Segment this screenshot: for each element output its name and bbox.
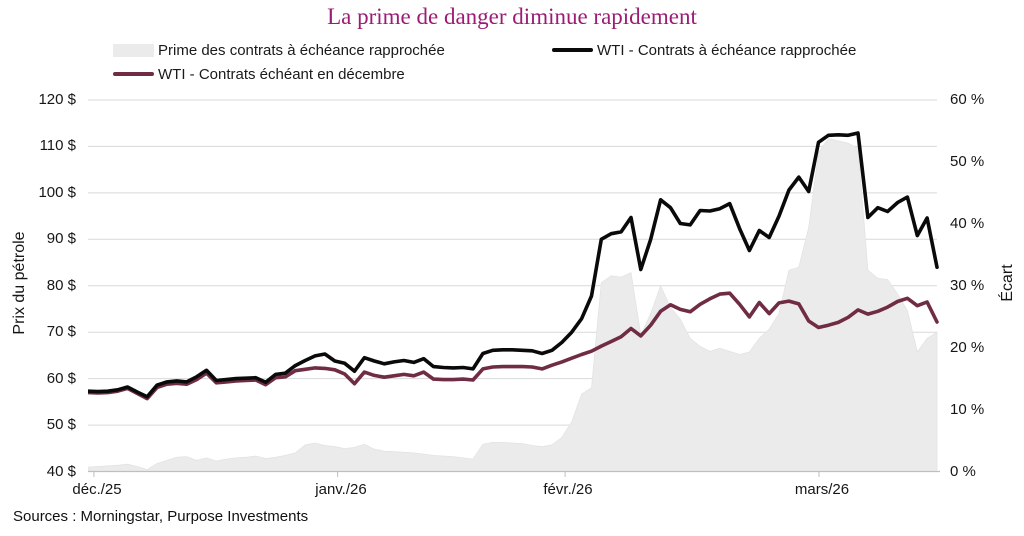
left-axis-tick-60: 60 $ xyxy=(46,370,76,387)
left-axis-tick-120: 120 $ xyxy=(38,91,76,108)
line-series xyxy=(88,131,939,399)
right-axis-tick-30: 30 % xyxy=(950,277,985,294)
right-axis-tick-50: 50 % xyxy=(950,153,985,170)
legend-item-wti-near: WTI - Contrats à échéance rapprochée xyxy=(552,40,856,60)
chart-title: La prime de danger diminue rapidement xyxy=(327,4,697,29)
legend-label: WTI - Contrats à échéance rapprochée xyxy=(597,41,857,59)
left-axis-tick-70: 70 $ xyxy=(46,323,76,340)
left-axis-tick-80: 80 $ xyxy=(46,277,76,294)
legend-item-wti-december: WTI - Contrats échéant en décembre xyxy=(113,64,405,84)
x-axis-tick-label-0: déc./25 xyxy=(72,481,122,498)
right-axis-tick-40: 40 % xyxy=(950,215,985,232)
source-note: Sources : Morningstar, Purpose Investmen… xyxy=(13,508,309,525)
right-axis-tick-20: 20 % xyxy=(950,339,985,356)
right-axis-tick-10: 10 % xyxy=(950,401,985,418)
left-axis-tick-110: 110 $ xyxy=(39,137,76,154)
left-axis-tick-50: 50 $ xyxy=(46,416,76,433)
x-axis-tick-label-2: févr./26 xyxy=(543,481,593,498)
left-axis-tick-40: 40 $ xyxy=(46,463,76,480)
x-axis-tick-label-3: mars/26 xyxy=(794,481,850,498)
line-series xyxy=(88,291,939,401)
legend-label: WTI - Contrats échéant en décembre xyxy=(158,65,405,83)
right-axis-tick-0: 0 % xyxy=(950,463,976,480)
left-axis-tick-100: 100 $ xyxy=(38,184,76,201)
line-swatch-icon xyxy=(552,48,593,52)
legend-label: Prime des contrats à échéance rapprochée xyxy=(158,41,445,59)
plot-area xyxy=(88,99,940,477)
area-series-prime xyxy=(88,137,938,472)
line-swatch-icon xyxy=(113,72,154,76)
legend-item-prime: Prime des contrats à échéance rapprochée xyxy=(113,40,445,60)
right-axis-tick-60: 60 % xyxy=(950,91,985,108)
area-swatch-icon xyxy=(113,43,154,57)
left-axis-tick-90: 90 $ xyxy=(46,230,76,247)
x-axis-tick-label-1: janv./26 xyxy=(315,481,367,498)
